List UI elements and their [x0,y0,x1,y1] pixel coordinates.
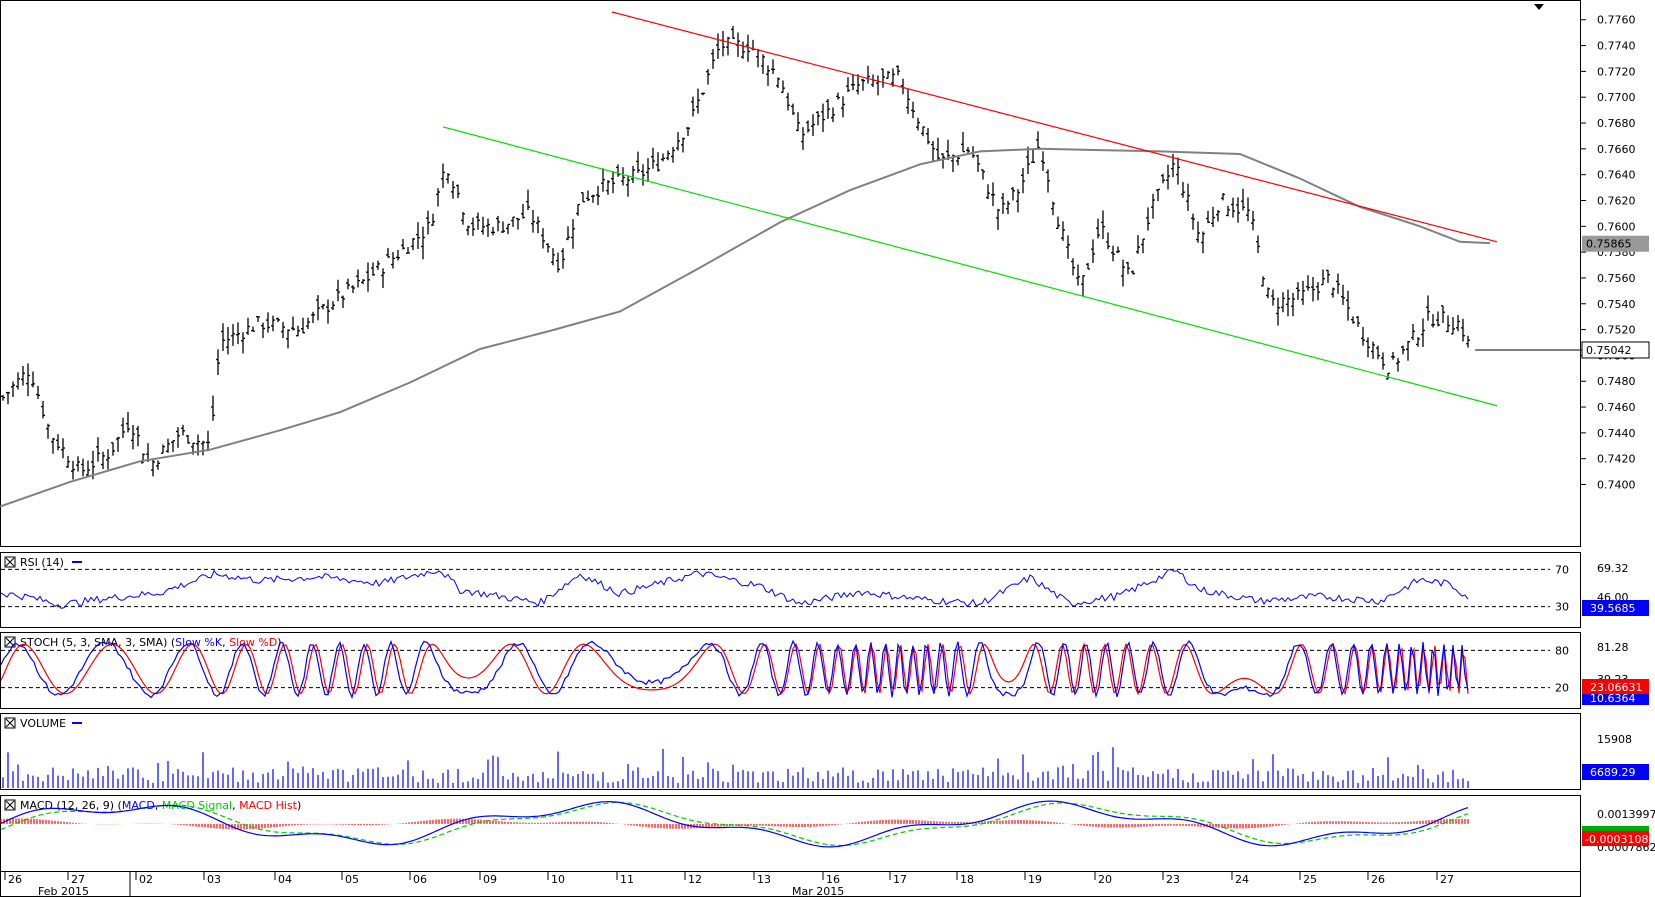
macd-panel: MACD (12, 26, 9) (MACD, MACD Signal, MAC… [0,799,1655,854]
stoch-k-last-box [1582,691,1649,705]
price-tick-label: 0.7420 [1597,453,1636,466]
macd-line [0,800,1469,848]
last-price-value: 0.75042 [1586,344,1632,357]
price-tick-label: 0.7640 [1597,169,1636,182]
rsi-title: RSI (14) [20,556,64,569]
price-tick-label: 0.7740 [1597,40,1636,53]
rsi-panel-frame [0,552,1581,628]
rsi-last-value: 39.5685 [1590,602,1636,615]
price-tick-label: 0.7720 [1597,65,1636,78]
day-label: 03 [207,873,221,886]
day-label: 05 [345,873,359,886]
volume-title: VOLUME [20,717,66,730]
day-label: 26 [8,873,22,886]
price-tick-label: 0.7700 [1597,91,1636,104]
month-label: Feb 2015 [38,885,89,897]
stoch-level-80-label: 80 [1555,644,1569,657]
day-label: 20 [1098,873,1112,886]
volume-last-value: 6689.29 [1590,766,1636,779]
rsi-axis-label-1: 69.32 [1597,562,1629,575]
macd-signal-legend: MACD Signal [162,799,232,812]
ohlc-bars [1,26,1470,480]
rsi-panel: RSI (14) 70 30 69.32 46.00 39.5685 [0,556,1649,616]
macd-signal-last-box [1582,826,1649,832]
volume-axis-label: 15908 [1597,733,1632,746]
volume-panel: VOLUME 15908 6689.29 [2,717,1649,788]
macd-histogram [0,818,1469,830]
price-tick-label: 0.7480 [1597,375,1636,388]
stoch-axis-label-1: 81.28 [1597,641,1629,654]
price-tick-label: 0.7520 [1597,324,1636,337]
price-tick-label: 0.7620 [1597,194,1636,207]
day-label: 26 [1371,873,1385,886]
stoch-k-line [0,639,1469,700]
day-label: 23 [1166,873,1180,886]
stoch-k-last-value: 10.6364 [1590,692,1636,705]
price-tick-label: 0.7600 [1597,220,1636,233]
macd-hist-legend: MACD Hist [239,799,298,812]
day-label: 19 [1028,873,1042,886]
stoch-d-last-box [1582,679,1649,694]
day-label: 13 [757,873,771,886]
volume-last-box [1582,764,1649,780]
stoch-k-legend: Slow %K [175,636,223,649]
price-tick-label: 0.7540 [1597,298,1636,311]
price-tick-label: 0.7660 [1597,143,1636,156]
svg-text:STOCH (5, 3, SMA, 3, SMA) (Slo: STOCH (5, 3, SMA, 3, SMA) (Slow %K, Slow… [20,636,282,649]
price-tick-label: 0.7440 [1597,427,1636,440]
rsi-level-30-label: 30 [1555,601,1569,614]
day-label: 06 [413,873,427,886]
stoch-d-last-value: 23.06631 [1590,681,1643,694]
last-price-label: 0.75042 [1581,341,1650,359]
price-tick-label: 0.7460 [1597,401,1636,414]
price-tick-label: 0.7760 [1597,14,1636,27]
stoch-title: STOCH (5, 3, SMA, 3, SMA) [20,636,167,649]
day-label: 16 [826,873,840,886]
day-label: 09 [483,873,497,886]
macd-legend: MACD [122,799,155,812]
stoch-panel: STOCH (5, 3, SMA, 3, SMA) (Slow %K, Slow… [0,636,1649,705]
resistance-trendline[interactable] [611,11,1498,243]
panel-frames [0,0,1581,897]
sma-price-label: 0.75865 [1582,235,1649,252]
stoch-level-20-label: 20 [1555,682,1569,695]
stoch-d-line [0,642,1469,696]
macd-axis-label-1: 0.0013997 [1597,808,1655,821]
day-label: 02 [139,873,153,886]
day-label: 12 [688,873,702,886]
macd-last-box [1582,831,1649,846]
price-panel-frame [0,0,1581,547]
day-label: 24 [1235,873,1249,886]
month-label: Mar 2015 [792,885,844,897]
day-label: 10 [551,873,565,886]
day-label: 11 [620,873,634,886]
stoch-panel-frame [0,632,1581,709]
macd-signal-line [0,801,1469,847]
macd-last-value: -0.0003108 [1585,833,1648,846]
sma-price-value: 0.75865 [1586,238,1632,251]
rsi-level-70-label: 70 [1555,563,1569,576]
price-panel: 0.7760 0.7740 0.7720 0.7700 0.7680 0.7660 0.76… [0,4,1650,508]
price-tick-label: 0.7560 [1597,272,1636,285]
volume-bars [2,747,1469,788]
rsi-last-box [1582,600,1649,616]
stoch-d-legend: Slow %D [229,636,277,649]
scroll-marker-icon[interactable] [1534,4,1544,10]
day-label: 27 [1440,873,1454,886]
price-tick-label: 0.7400 [1597,479,1636,492]
day-label: 04 [278,873,292,886]
time-axis: 26 27 02 03 04 05 06 09 10 11 12 13 16 17 18 19 20 23 24 25… [4,872,1454,897]
support-trendline[interactable] [442,126,1498,407]
price-tick-label: 0.7680 [1597,117,1636,130]
day-label: 17 [893,873,907,886]
rsi-line [0,569,1469,609]
time-axis-frame [0,871,1581,897]
day-label: 18 [960,873,974,886]
day-label: 25 [1303,873,1317,886]
volume-panel-frame [0,713,1581,790]
sma-line [0,147,1491,508]
day-label: 27 [71,873,85,886]
price-axis: 0.7760 0.7740 0.7720 0.7700 0.7680 0.7660 0.76… [1580,14,1636,492]
